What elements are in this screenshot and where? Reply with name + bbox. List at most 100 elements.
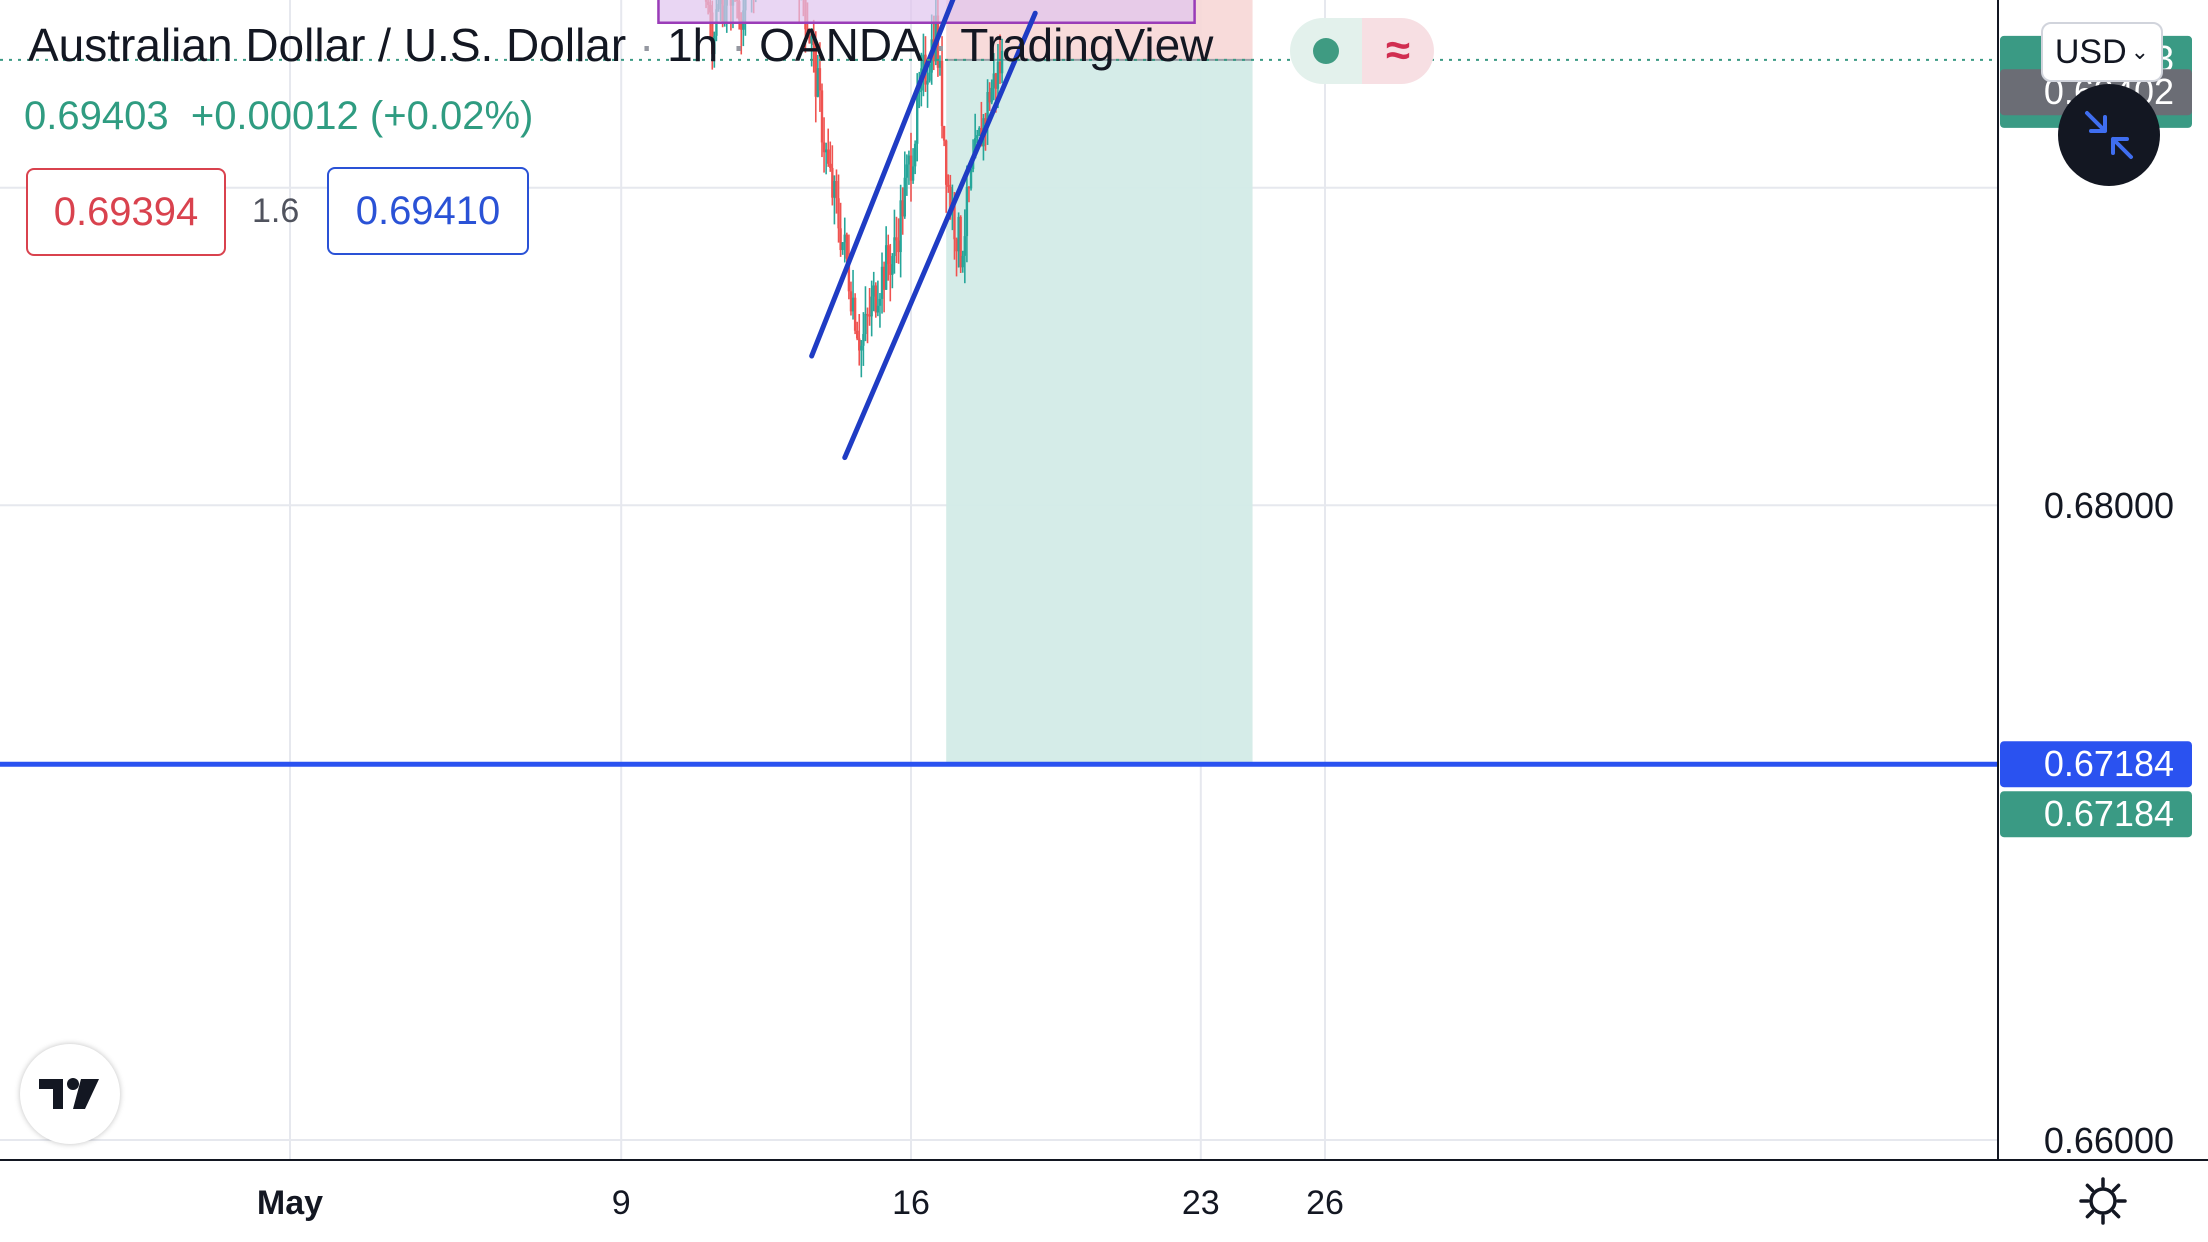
price-change: +0.00012 <box>190 94 359 138</box>
tradingview-logo[interactable] <box>20 1044 120 1144</box>
time-tick-label: 16 <box>892 1184 930 1222</box>
price-change-percent: (+0.02%) <box>369 94 534 138</box>
drawing-overlays <box>0 0 1998 767</box>
market-status-toggle[interactable]: ≈ <box>1290 18 1434 84</box>
candle-body <box>851 297 855 312</box>
candle-body <box>874 285 878 313</box>
candle-body <box>986 92 989 125</box>
candle-body <box>841 242 844 251</box>
candle-body <box>955 239 958 252</box>
candle-body <box>895 237 898 241</box>
broker-label: OANDA <box>759 19 921 71</box>
candle-body <box>880 266 884 299</box>
candle-body <box>899 200 902 253</box>
candle-body <box>992 73 995 88</box>
separator: · <box>932 19 949 71</box>
candle-body <box>845 234 849 259</box>
candle-body <box>965 186 969 237</box>
candle-body <box>984 118 987 125</box>
candle-body <box>835 180 838 199</box>
symbol-name[interactable]: Australian Dollar / U.S. Dollar <box>28 19 627 71</box>
candle-body <box>922 54 925 69</box>
candle-body <box>864 313 867 335</box>
candle-body <box>831 167 834 198</box>
candle-body <box>820 90 824 143</box>
candle-body <box>967 186 971 189</box>
separator: · <box>731 19 747 71</box>
interval-label[interactable]: 1h <box>667 19 719 71</box>
candle-body <box>878 298 882 306</box>
candle-body <box>853 297 857 331</box>
candle-body <box>963 236 967 256</box>
candle-body <box>882 266 886 290</box>
chevron-down-icon: ⌄ <box>2130 39 2150 64</box>
settings-gear-icon[interactable] <box>2078 1176 2128 1226</box>
supply-zone-box <box>657 0 1196 25</box>
candle-body <box>855 330 859 339</box>
candle-body <box>957 216 960 252</box>
buy-button[interactable]: 0.69410 <box>327 167 529 255</box>
candle-body <box>837 198 840 229</box>
currency-value: USD <box>2054 32 2127 71</box>
tv-logo-icon <box>39 1078 99 1109</box>
separator: · <box>638 19 655 71</box>
candle-body <box>862 334 865 346</box>
candle-body <box>814 45 817 97</box>
channel-trendline <box>809 0 956 359</box>
platform-label: TradingView <box>960 19 1214 71</box>
price-tick-label: 0.66000 <box>2044 1120 2174 1161</box>
price-scale[interactable]: 0.660000.680000.700000.710000.720000.730… <box>2044 0 2174 1161</box>
candle-body <box>849 291 853 312</box>
candle-body <box>990 87 993 103</box>
wave-icon[interactable]: ≈ <box>1362 18 1434 84</box>
collapse-arrows-icon <box>2085 111 2133 159</box>
candle-body <box>829 163 832 168</box>
candle-body <box>806 29 809 35</box>
last-price: 0.69403 <box>24 94 169 138</box>
quote-line: 0.69403 +0.00012 (+0.02%) <box>24 94 533 139</box>
candle-body <box>833 180 836 198</box>
candle-body <box>876 305 880 313</box>
status-dot-icon <box>1313 38 1339 64</box>
candle-body <box>858 338 861 351</box>
candle-body <box>905 164 909 178</box>
collapse-fullscreen-button[interactable] <box>2058 84 2160 186</box>
candle-body <box>988 92 991 103</box>
candle-body <box>959 216 962 268</box>
spread-value: 1.6 <box>252 192 300 230</box>
candle-body <box>866 313 869 316</box>
symbol-header[interactable]: Australian Dollar / U.S. Dollar · 1h · O… <box>28 18 1213 72</box>
time-scale[interactable]: May 9 16 23 26 <box>257 1184 1344 1222</box>
candle-body <box>889 264 892 275</box>
candle-body <box>711 12 714 55</box>
take-profit-zone <box>946 59 1253 765</box>
price-marker-label: 0.67184 <box>2044 743 2174 784</box>
candle-body <box>870 296 873 317</box>
candle-body <box>827 149 830 164</box>
candle-body <box>976 135 979 139</box>
candle-body <box>944 140 948 185</box>
candle-body <box>808 34 811 44</box>
currency-select[interactable]: USD ⌄ <box>2041 22 2163 82</box>
candle-body <box>893 237 896 257</box>
candle-body <box>918 90 921 93</box>
time-tick-label: 23 <box>1182 1184 1220 1222</box>
candle-body <box>872 285 875 297</box>
candle-body <box>839 228 842 251</box>
channel-trendline <box>842 10 1038 461</box>
sell-button[interactable]: 0.69394 <box>26 168 226 256</box>
candle-body <box>812 35 815 46</box>
position-zones <box>946 0 1253 765</box>
time-tick-label: 9 <box>612 1184 631 1222</box>
candle-body <box>818 68 822 91</box>
candle-body <box>947 184 950 187</box>
candle-body <box>916 91 919 144</box>
candle-body <box>938 60 942 68</box>
candle-body <box>1000 50 1004 74</box>
candle-body <box>843 234 846 243</box>
candle-body <box>949 186 952 212</box>
candle-body <box>926 80 929 85</box>
price-marker-label: 0.67184 <box>2044 793 2174 834</box>
market-open-indicator[interactable] <box>1290 18 1362 84</box>
candle-body <box>928 72 931 81</box>
